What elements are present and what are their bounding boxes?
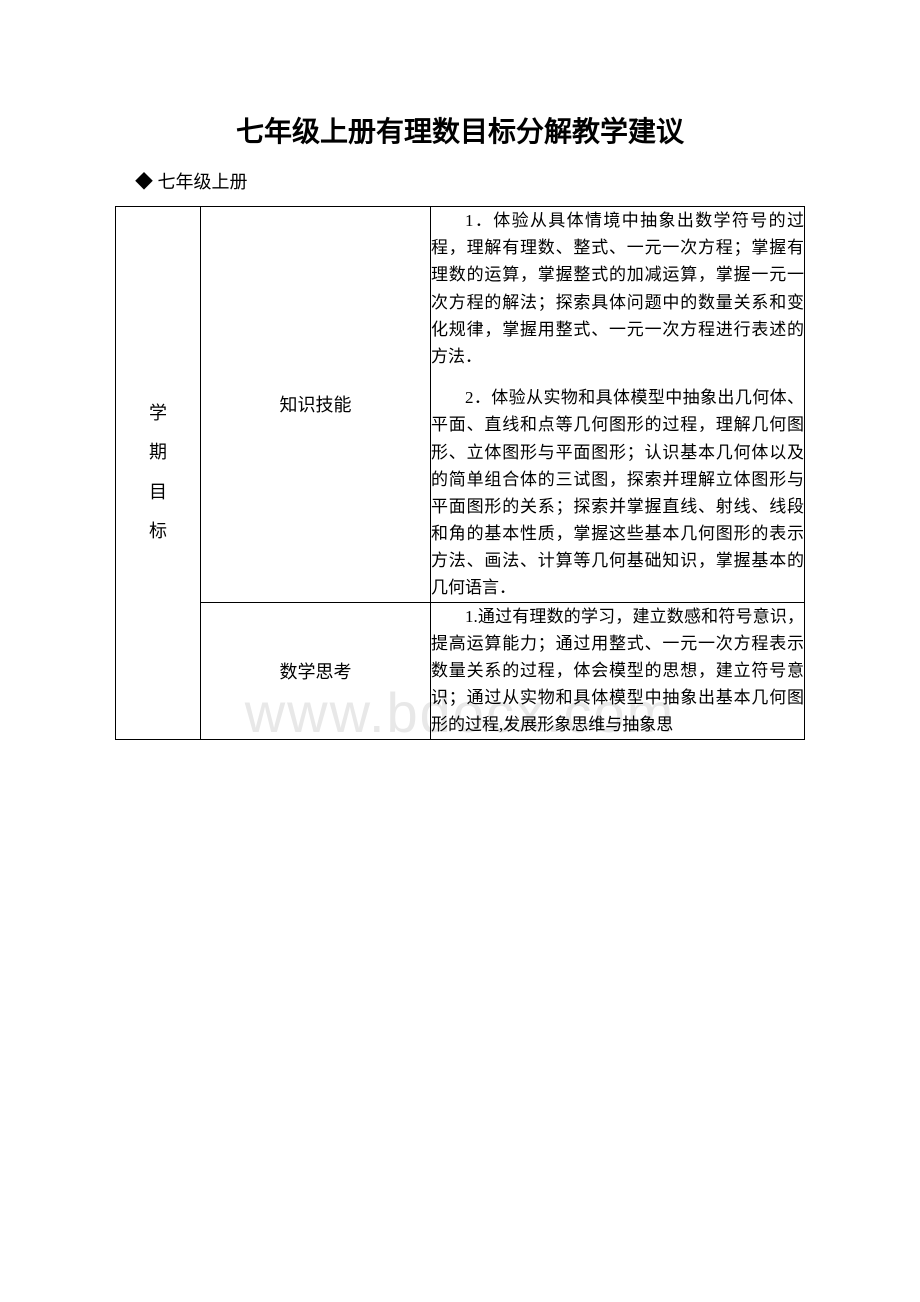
content-paragraph: 2．体验从实物和具体模型中抽象出几何体、平面、直线和点等几何图形的过程，理解几何…: [431, 384, 804, 602]
label-char: 学: [149, 394, 167, 434]
content-paragraph: 1.通过有理数的学习，建立数感和符号意识，提高运算能力；通过用整式、一元一次方程…: [431, 603, 804, 739]
vertical-label: 学 期 目 标: [116, 394, 200, 552]
content-cell: 1.通过有理数的学习，建立数感和符号意识，提高运算能力；通过用整式、一元一次方程…: [431, 602, 805, 739]
table-row: 学 期 目 标 知识技能 1．体验从具体情境中抽象出数学符号的过程，理解有理数、…: [116, 207, 805, 603]
document-content: 七年级上册有理数目标分解教学建议 ◆ 七年级上册 学 期 目 标 知识技能 1．…: [115, 110, 805, 740]
row-group-label-cell: 学 期 目 标: [116, 207, 201, 740]
document-subtitle: ◆ 七年级上册: [115, 168, 805, 194]
objectives-table: 学 期 目 标 知识技能 1．体验从具体情境中抽象出数学符号的过程，理解有理数、…: [115, 206, 805, 740]
category-cell: 数学思考: [201, 602, 431, 739]
category-cell: 知识技能: [201, 207, 431, 603]
label-char: 标: [149, 512, 167, 552]
document-title: 七年级上册有理数目标分解教学建议: [115, 110, 805, 150]
table-row: 数学思考 1.通过有理数的学习，建立数感和符号意识，提高运算能力；通过用整式、一…: [116, 602, 805, 739]
content-paragraph: 1．体验从具体情境中抽象出数学符号的过程，理解有理数、整式、一元一次方程；掌握有…: [431, 207, 804, 370]
label-char: 目: [149, 473, 167, 513]
content-cell: 1．体验从具体情境中抽象出数学符号的过程，理解有理数、整式、一元一次方程；掌握有…: [431, 207, 805, 603]
label-char: 期: [149, 433, 167, 473]
